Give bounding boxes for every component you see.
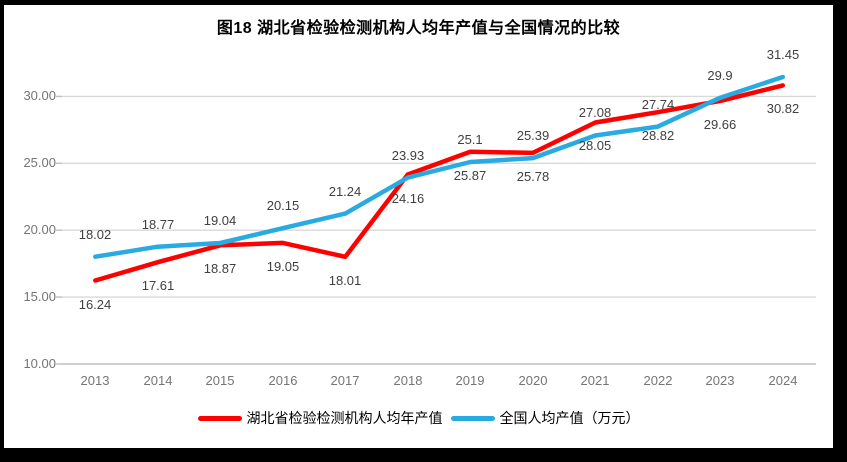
data-label: 16.24 (78, 297, 112, 312)
data-label: 30.82 (766, 101, 800, 116)
data-label: 20.15 (266, 198, 300, 213)
data-label: 19.05 (266, 259, 300, 274)
data-label: 29.9 (707, 68, 733, 83)
y-axis-tick-label: 25.00 (23, 155, 56, 170)
data-label: 18.87 (203, 261, 237, 276)
x-axis-tick-label: 2016 (268, 373, 298, 388)
x-axis-tick-label: 2018 (393, 373, 423, 388)
x-axis-tick-label: 2015 (205, 373, 235, 388)
data-label: 28.05 (578, 138, 612, 153)
y-axis-tick-label: 15.00 (23, 289, 56, 304)
legend-label-hubei: 湖北省检验检测机构人均年产值 (246, 410, 443, 426)
y-axis-tick-label: 20.00 (23, 222, 56, 237)
x-axis-tick-label: 2021 (580, 373, 610, 388)
x-axis-tick-label: 2017 (330, 373, 360, 388)
data-label: 19.04 (203, 213, 237, 228)
y-axis-tick-label: 30.00 (23, 88, 56, 103)
x-axis-tick-label: 2024 (768, 373, 798, 388)
legend: 湖北省检验检测机构人均年产值 全国人均产值（万元） (4, 408, 833, 428)
series-line-hubei (93, 83, 786, 283)
legend-item-hubei: 湖北省检验检测机构人均年产值 (197, 408, 443, 428)
data-label: 27.08 (578, 105, 612, 120)
chart-canvas: 图18 湖北省检验检测机构人均年产值与全国情况的比较 10.00 15.00 20.… (4, 5, 833, 448)
data-label: 18.77 (141, 217, 175, 232)
x-axis-tick-label: 2020 (518, 373, 548, 388)
hubei-series-line-marker (197, 415, 242, 421)
data-label: 18.02 (78, 227, 112, 242)
series-line-national (93, 74, 786, 259)
data-label: 25.87 (453, 168, 487, 183)
x-axis-tick-label: 2019 (455, 373, 485, 388)
data-label: 28.82 (641, 128, 675, 143)
data-label: 23.93 (391, 148, 425, 163)
data-label: 25.1 (457, 132, 483, 147)
x-axis-tick-label: 2013 (80, 373, 110, 388)
x-axis-tick-label: 2014 (143, 373, 173, 388)
data-label: 18.01 (328, 273, 362, 288)
data-label: 21.24 (328, 184, 362, 199)
chart-title: 图18 湖北省检验检测机构人均年产值与全国情况的比较 (216, 20, 621, 37)
x-axis-tick-label: 2023 (705, 373, 735, 388)
data-label: 27.74 (641, 97, 675, 112)
legend-label-national: 全国人均产值（万元） (499, 410, 640, 426)
plot-area: 10.00 15.00 20.00 25.00 30.00 2013 2014 2015 201… (4, 5, 833, 448)
data-label: 17.61 (141, 278, 175, 293)
legend-item-national: 全国人均产值（万元） (450, 408, 640, 428)
x-axis-tick-label: 2022 (643, 373, 673, 388)
y-axis-tick-label: 10.00 (23, 356, 56, 371)
data-label: 25.39 (516, 128, 550, 143)
data-label: 25.78 (516, 169, 550, 184)
data-label: 24.16 (391, 191, 425, 206)
data-label: 29.66 (703, 117, 737, 132)
data-label: 31.45 (766, 47, 800, 62)
national-series-line-marker (450, 415, 495, 421)
